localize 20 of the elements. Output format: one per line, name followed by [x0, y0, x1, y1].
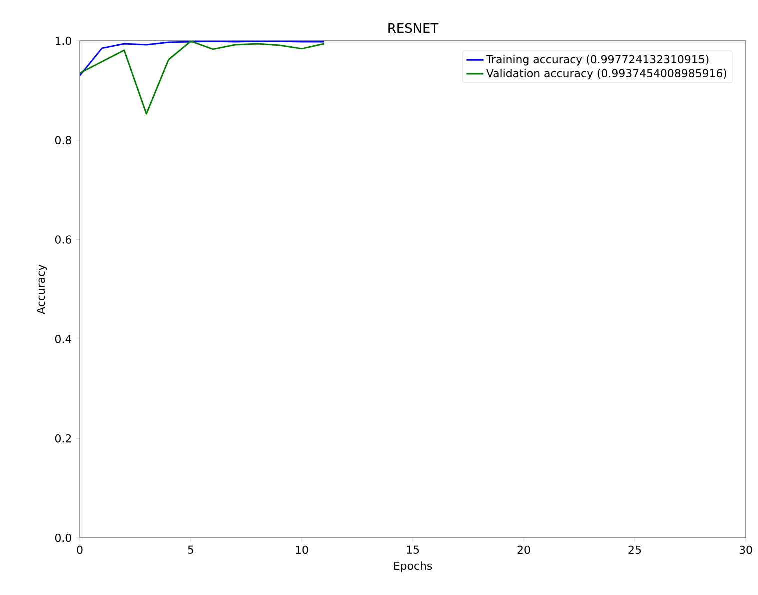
x-tick-label: 15 — [407, 546, 420, 554]
legend-label: Validation accuracy (0.9937454008985916) — [486, 69, 727, 80]
line-series — [80, 40, 325, 77]
x-tick-label: 0 — [77, 546, 83, 554]
x-axis-title: Epochs — [394, 562, 432, 572]
y-tick-label: 0.8 — [55, 136, 72, 145]
y-tick-label: 0.0 — [55, 534, 72, 542]
y-tick-label: 0.4 — [55, 335, 72, 344]
y-tick-label: 0.6 — [55, 236, 72, 244]
x-tick-label: 25 — [628, 546, 642, 554]
y-axis-title: Accuracy — [36, 264, 48, 314]
y-tick-label: 0.2 — [55, 434, 72, 443]
x-tick-label: 5 — [188, 546, 194, 554]
legend-label: Training accuracy (0.997724132310915) — [486, 55, 709, 66]
line-series — [80, 40, 325, 115]
x-tick-label: 20 — [518, 546, 530, 554]
x-tick-label: 10 — [296, 546, 308, 554]
chart-title: RESNET — [388, 23, 439, 34]
y-tick-label: 1.0 — [56, 36, 72, 46]
x-tick-label: 30 — [740, 546, 752, 554]
